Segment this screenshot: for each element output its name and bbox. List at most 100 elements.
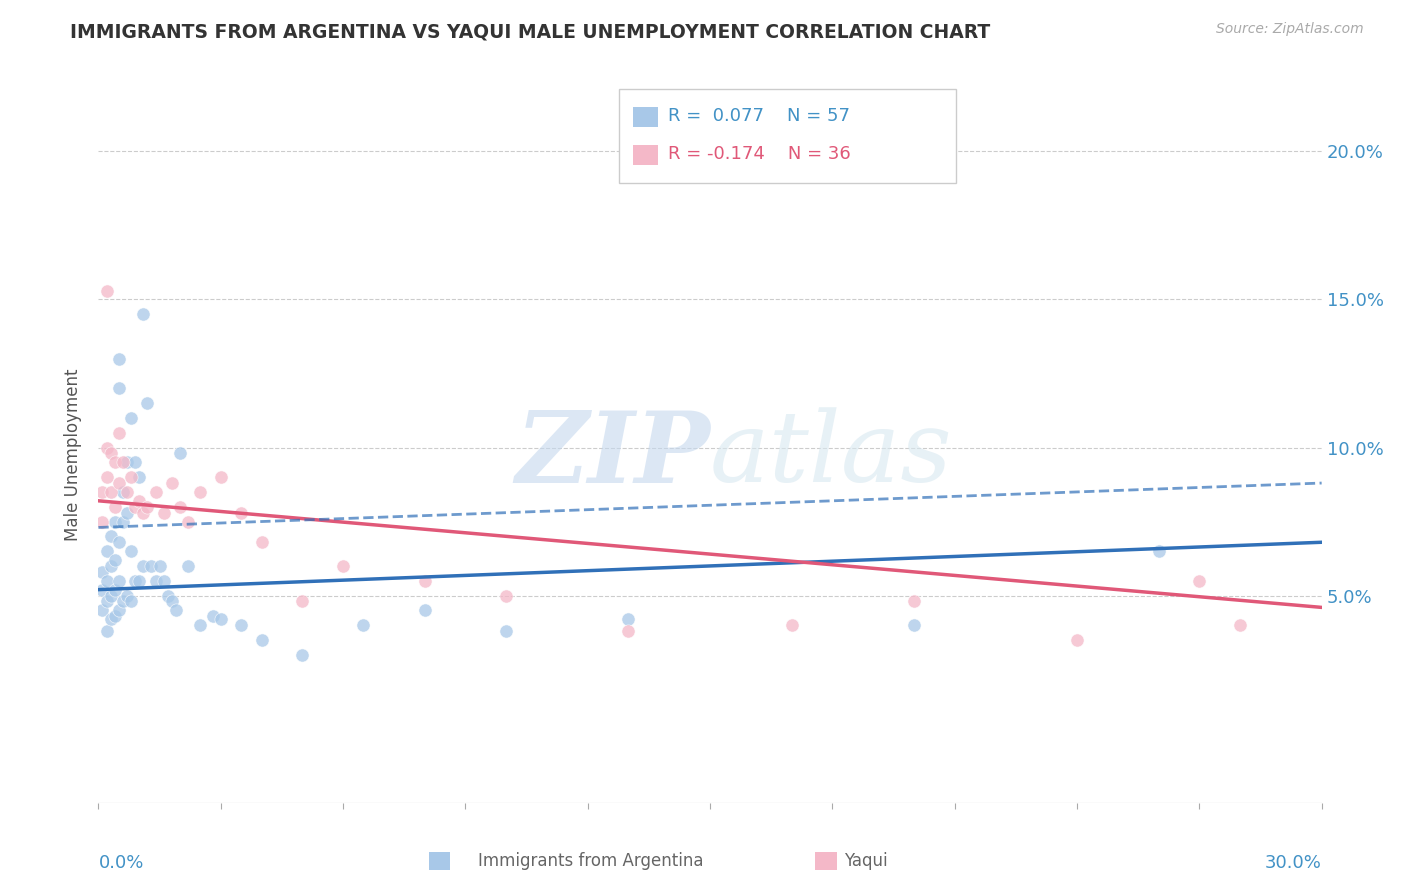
Point [291,594,314,608]
Point [115,484,138,499]
Point [413,603,436,617]
Point [132,558,155,573]
Point [120,411,142,425]
Text: Yaqui: Yaqui [844,852,887,870]
Point [903,618,925,632]
Point [177,558,200,573]
Point [780,618,803,632]
Point [136,500,159,514]
Point [120,470,142,484]
Text: IMMIGRANTS FROM ARGENTINA VS YAQUI MALE UNEMPLOYMENT CORRELATION CHART: IMMIGRANTS FROM ARGENTINA VS YAQUI MALE … [70,22,991,41]
Point [188,484,212,499]
Point [124,455,146,469]
Point [495,589,517,603]
Point [1066,632,1088,647]
Point [413,574,436,588]
Point [100,529,122,543]
Point [165,603,187,617]
Point [169,446,191,460]
Text: Immigrants from Argentina: Immigrants from Argentina [478,852,703,870]
Point [1147,544,1170,558]
Point [91,484,114,499]
Point [108,425,131,440]
Point [108,574,131,588]
Point [96,284,118,298]
Text: 0.0%: 0.0% [98,854,143,872]
Point [108,476,131,491]
Point [1188,574,1211,588]
Point [115,589,138,603]
Y-axis label: Male Unemployment: Male Unemployment [65,368,83,541]
Point [149,558,172,573]
Point [111,455,134,469]
Point [903,594,925,608]
Point [100,558,122,573]
Point [209,470,232,484]
Point [160,594,183,608]
Point [152,574,174,588]
Point [1229,618,1251,632]
Point [201,609,224,624]
Point [156,589,179,603]
Point [231,506,253,520]
Point [136,396,159,410]
Point [91,515,114,529]
Point [124,500,146,514]
Point [108,603,131,617]
Point [100,612,122,626]
Point [96,470,118,484]
Point [617,612,640,626]
Point [250,535,273,549]
Point [100,589,122,603]
Point [108,535,131,549]
Point [169,500,191,514]
Point [145,574,167,588]
Point [128,470,150,484]
Point [104,515,127,529]
Point [104,500,127,514]
Text: ZIP: ZIP [515,407,710,503]
Point [96,544,118,558]
Point [100,484,122,499]
Point [128,574,150,588]
Point [104,455,127,469]
Point [104,582,127,597]
Point [132,307,155,321]
Point [111,515,134,529]
Point [111,484,134,499]
Point [291,648,314,662]
Point [128,493,150,508]
Point [177,515,200,529]
Text: 30.0%: 30.0% [1265,854,1322,872]
Point [100,446,122,460]
Point [91,582,114,597]
Point [250,632,273,647]
Point [209,612,232,626]
Point [141,558,163,573]
Point [96,624,118,638]
Point [132,506,155,520]
Point [104,553,127,567]
Point [96,441,118,455]
Point [495,624,517,638]
Point [91,603,114,617]
Point [115,506,138,520]
Point [96,574,118,588]
Text: R =  0.077    N = 57: R = 0.077 N = 57 [668,107,849,125]
Point [108,381,131,395]
Point [104,609,127,624]
Text: Source: ZipAtlas.com: Source: ZipAtlas.com [1216,22,1364,37]
Point [120,544,142,558]
Point [332,558,354,573]
Point [115,455,138,469]
Text: atlas: atlas [710,408,953,502]
Point [231,618,253,632]
Point [111,594,134,608]
Point [617,624,640,638]
Point [124,574,146,588]
Point [96,594,118,608]
Point [188,618,212,632]
Point [160,476,183,491]
Point [120,594,142,608]
Text: R = -0.174    N = 36: R = -0.174 N = 36 [668,145,851,163]
